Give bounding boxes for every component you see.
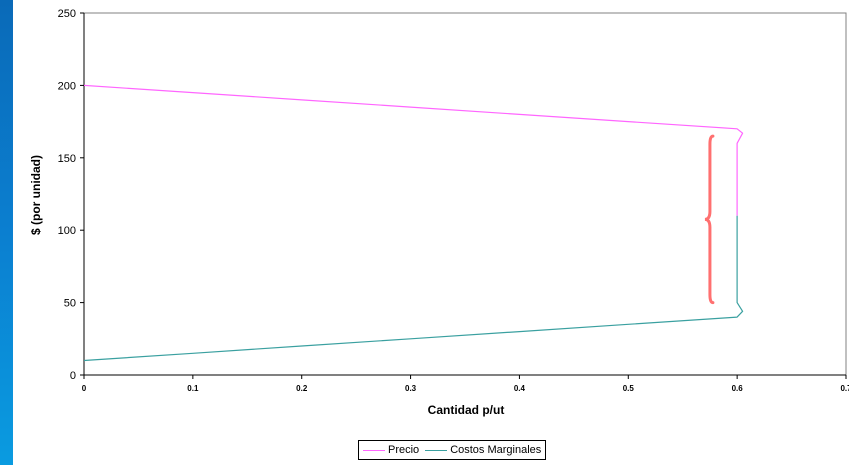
y-tick-label: 50 (64, 298, 76, 310)
legend-swatch-precio (363, 449, 385, 451)
legend-label-costos-marginales: Costos Marginales (450, 444, 542, 456)
y-tick-label: 200 (58, 80, 76, 92)
chart-annotation-layer (704, 134, 715, 305)
x-tick-label: 0.7 (840, 384, 849, 393)
x-tick-label: 0.6 (732, 384, 744, 393)
x-tick-label: 0 (82, 384, 87, 393)
series-line-precio (83, 84, 744, 216)
legend-item-costos-marginales: Costos Marginales (425, 444, 541, 456)
legend-swatch-costos-marginales (425, 449, 448, 451)
x-tick-label: 0.4 (514, 384, 526, 393)
legend-item-precio: Precio (363, 444, 419, 456)
y-tick-label: 250 (58, 8, 76, 20)
x-tick-label: 0.2 (296, 384, 308, 393)
y-tick-label: 150 (58, 153, 76, 165)
x-tick-label: 0.1 (187, 384, 199, 393)
y-tick-label: 100 (58, 225, 76, 237)
chart-legend: Precio Costos Marginales (358, 440, 547, 460)
y-tick-label: 0 (70, 370, 76, 382)
series-line-costos-marginales (83, 215, 744, 362)
chart-series-layer (83, 84, 744, 362)
plot-area-border (83, 12, 847, 376)
x-axis-title: Cantidad p/ut (428, 403, 505, 417)
chart-axes: 0 50 100 150 200 250 0 0.1 0.2 0.3 0.4 0.5 0.6 0.7 (58, 8, 849, 393)
x-tick-label: 0.5 (623, 384, 635, 393)
side-accent-strip (0, 0, 13, 465)
legend-label-precio: Precio (388, 444, 420, 456)
margin-brace-annotation (704, 134, 715, 305)
y-axis-title: $ (por unidad) (29, 155, 43, 235)
x-tick-label: 0.3 (405, 384, 417, 393)
